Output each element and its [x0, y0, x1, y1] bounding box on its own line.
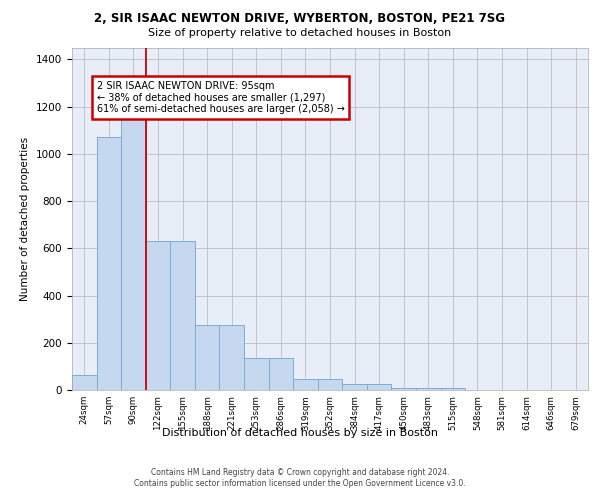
Text: Distribution of detached houses by size in Boston: Distribution of detached houses by size …	[162, 428, 438, 438]
Bar	[244, 358, 269, 390]
Bar	[293, 380, 318, 390]
Bar	[391, 388, 416, 390]
Text: Contains HM Land Registry data © Crown copyright and database right 2024.
Contai: Contains HM Land Registry data © Crown c…	[134, 468, 466, 487]
Bar	[342, 384, 367, 390]
Bar	[195, 325, 220, 390]
Bar	[72, 374, 97, 390]
Bar	[440, 388, 465, 390]
Bar	[318, 380, 342, 390]
Bar	[121, 116, 146, 390]
Bar	[97, 138, 121, 390]
Bar	[269, 358, 293, 390]
Bar	[146, 241, 170, 390]
Bar	[367, 384, 391, 390]
Text: 2, SIR ISAAC NEWTON DRIVE, WYBERTON, BOSTON, PE21 7SG: 2, SIR ISAAC NEWTON DRIVE, WYBERTON, BOS…	[95, 12, 505, 26]
Bar	[416, 388, 440, 390]
Bar	[220, 325, 244, 390]
Bar	[170, 241, 195, 390]
Text: Size of property relative to detached houses in Boston: Size of property relative to detached ho…	[148, 28, 452, 38]
Text: 2 SIR ISAAC NEWTON DRIVE: 95sqm
← 38% of detached houses are smaller (1,297)
61%: 2 SIR ISAAC NEWTON DRIVE: 95sqm ← 38% of…	[97, 80, 344, 114]
Y-axis label: Number of detached properties: Number of detached properties	[20, 136, 31, 301]
